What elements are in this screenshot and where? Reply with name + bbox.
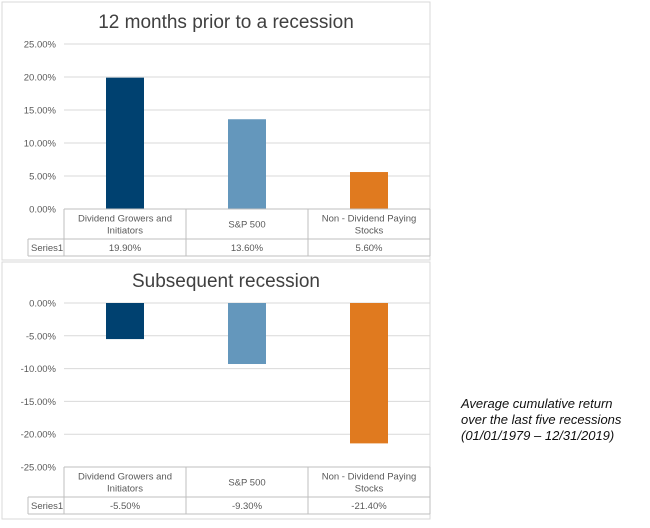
side-note-line-2: over the last five recessions bbox=[461, 412, 622, 427]
category-label: Initiators bbox=[107, 484, 143, 495]
category-label: Dividend Growers and bbox=[78, 472, 172, 483]
value-label: -21.40% bbox=[351, 501, 387, 512]
y-tick-label: 25.00% bbox=[24, 40, 57, 51]
side-note-line-1: Average cumulative return bbox=[461, 396, 613, 411]
category-label: S&P 500 bbox=[228, 220, 265, 231]
category-label: Dividend Growers and bbox=[78, 214, 172, 225]
value-label: 13.60% bbox=[231, 243, 264, 254]
y-tick-label: 10.00% bbox=[24, 139, 57, 150]
category-label: Stocks bbox=[355, 484, 384, 495]
y-tick-label: -10.00% bbox=[21, 364, 57, 375]
category-label: Stocks bbox=[355, 226, 384, 237]
bar bbox=[228, 119, 266, 209]
series-name: Series1 bbox=[31, 243, 63, 254]
bar bbox=[106, 303, 144, 340]
y-tick-label: -20.00% bbox=[21, 430, 57, 441]
y-tick-label: 15.00% bbox=[24, 106, 57, 117]
category-label: Non - Dividend Paying bbox=[322, 472, 417, 483]
series-name: Series1 bbox=[31, 501, 63, 512]
bar bbox=[228, 303, 266, 365]
category-label: Initiators bbox=[107, 226, 143, 237]
bar bbox=[106, 77, 144, 209]
side-note-line-3: (01/01/1979 – 12/31/2019) bbox=[461, 428, 615, 443]
value-label: 19.90% bbox=[109, 243, 142, 254]
bar bbox=[350, 303, 388, 444]
y-tick-label: 20.00% bbox=[24, 73, 57, 84]
chart-frame bbox=[1, 1, 431, 261]
category-label: S&P 500 bbox=[228, 478, 265, 489]
y-tick-label: 5.00% bbox=[29, 172, 56, 183]
side-note: Average cumulative return over the last … bbox=[461, 396, 650, 444]
value-label: -5.50% bbox=[110, 501, 141, 512]
category-label: Non - Dividend Paying bbox=[322, 214, 417, 225]
y-tick-label: 0.00% bbox=[29, 299, 56, 310]
value-label: 5.60% bbox=[356, 243, 383, 254]
y-tick-label: -25.00% bbox=[21, 463, 57, 474]
bar bbox=[350, 172, 388, 209]
chart-2: Subsequent recession 0.00% -5.00% -10.00% -1… bbox=[1, 261, 431, 520]
chart-1: 12 months prior to a recession 0.00% 5.00%… bbox=[1, 1, 431, 261]
y-tick-label: -15.00% bbox=[21, 397, 57, 408]
value-label: -9.30% bbox=[232, 501, 263, 512]
chart-title: Subsequent recession bbox=[132, 271, 320, 292]
y-tick-label: -5.00% bbox=[26, 331, 57, 342]
y-tick-label: 0.00% bbox=[29, 205, 56, 216]
chart-title: 12 months prior to a recession bbox=[98, 12, 354, 33]
